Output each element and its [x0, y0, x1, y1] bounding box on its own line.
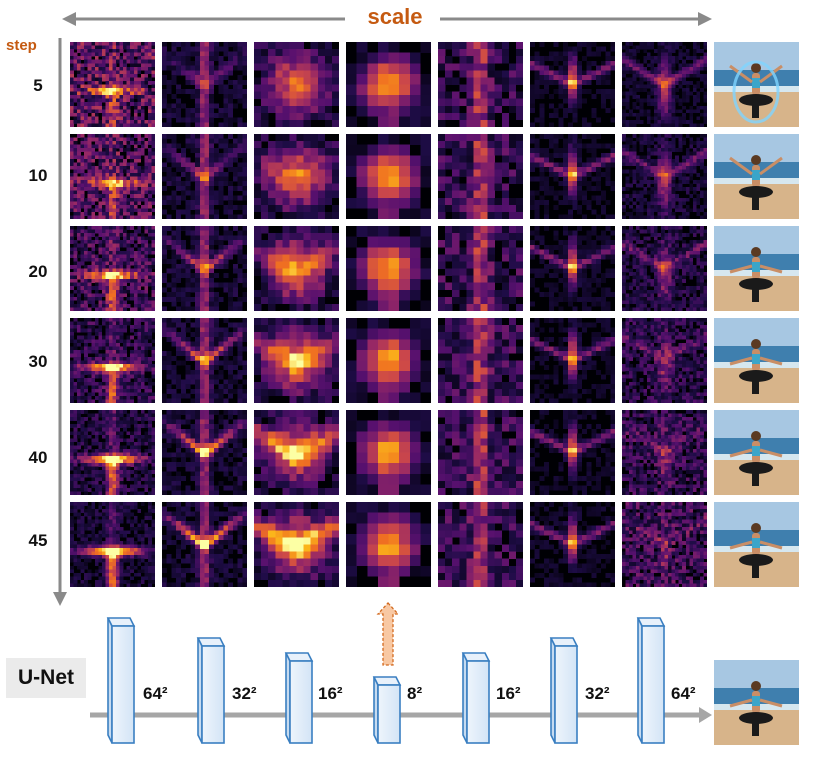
unet-block-16-up	[461, 652, 491, 744]
attention-map	[346, 410, 431, 495]
attention-map	[162, 410, 247, 495]
layer-label-8-mid: 8²	[407, 684, 423, 703]
scale-arrow	[62, 12, 712, 26]
attention-map	[530, 410, 615, 495]
layer-label-32-down: 32²	[232, 684, 257, 703]
generated-image-thumbnail	[714, 502, 799, 587]
attention-map	[254, 318, 339, 403]
unet-block-32-down	[196, 637, 226, 744]
attention-map	[254, 134, 339, 219]
step-label-30: 30	[28, 352, 48, 371]
layer-label-64-up: 64²	[671, 684, 696, 703]
attention-map	[622, 226, 707, 311]
attention-map	[162, 318, 247, 403]
attention-map	[70, 134, 155, 219]
generated-image-thumbnail	[714, 410, 799, 495]
unet-output-thumbnail	[714, 660, 799, 745]
generated-image-thumbnail	[714, 318, 799, 403]
attention-map	[254, 502, 339, 587]
attention-map	[346, 318, 431, 403]
step-label-40: 40	[28, 448, 48, 467]
unet-block-64-down	[106, 617, 136, 744]
unet-block-8-mid	[372, 676, 402, 744]
layer-label-64-down: 64²	[143, 684, 168, 703]
attention-map	[622, 318, 707, 403]
layer-label-16-up: 16²	[496, 684, 521, 703]
attention-map	[438, 502, 523, 587]
unet-label: U-Net	[6, 658, 86, 698]
attention-map	[70, 502, 155, 587]
attention-map	[530, 318, 615, 403]
scale-label: scale	[367, 4, 423, 29]
attention-map	[438, 410, 523, 495]
attention-map	[346, 226, 431, 311]
generated-image-thumbnail	[714, 42, 799, 127]
attention-map	[254, 226, 339, 311]
generated-image-thumbnail	[714, 226, 799, 311]
step-label-45: 45	[28, 531, 48, 550]
attention-map	[162, 226, 247, 311]
generated-image-thumbnail	[714, 134, 799, 219]
attention-map	[622, 134, 707, 219]
attention-map	[438, 318, 523, 403]
unet-block-64-up	[636, 617, 666, 744]
attention-map	[70, 226, 155, 311]
unet-block-32-up	[549, 637, 579, 744]
attention-map	[530, 134, 615, 219]
attention-map	[70, 318, 155, 403]
step-arrow	[53, 38, 67, 606]
step-label-20: 20	[28, 262, 48, 281]
attention-map	[254, 42, 339, 127]
attention-map	[438, 42, 523, 127]
attention-map	[70, 42, 155, 127]
attention-map	[622, 42, 707, 127]
unet-block-16-down	[284, 652, 314, 744]
attention-map	[254, 410, 339, 495]
attention-map	[346, 134, 431, 219]
attention-map	[70, 410, 155, 495]
highlight-up-arrow	[376, 602, 400, 666]
step-label-5: 5	[33, 76, 43, 95]
attention-map	[622, 410, 707, 495]
attention-map	[438, 134, 523, 219]
layer-label-16-down: 16²	[318, 684, 343, 703]
attention-map	[438, 226, 523, 311]
step-title: step	[6, 37, 37, 54]
attention-map	[346, 502, 431, 587]
attention-map	[162, 134, 247, 219]
step-label-10: 10	[28, 166, 48, 185]
attention-map	[622, 502, 707, 587]
attention-map	[530, 502, 615, 587]
attention-map	[346, 42, 431, 127]
attention-map	[162, 502, 247, 587]
layer-label-32-up: 32²	[585, 684, 610, 703]
attention-map	[162, 42, 247, 127]
attention-map	[530, 42, 615, 127]
attention-map	[530, 226, 615, 311]
